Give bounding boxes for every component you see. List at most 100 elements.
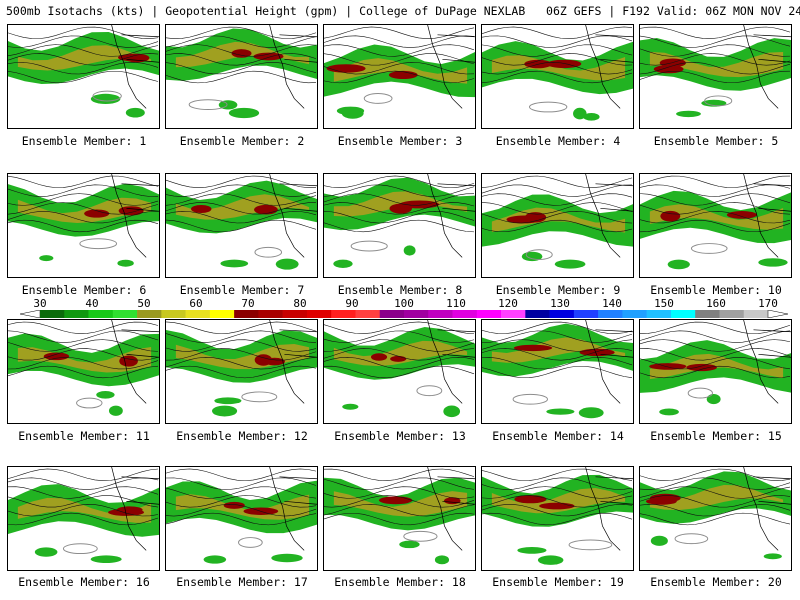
colorbar-swatch xyxy=(525,310,550,318)
gray-contour xyxy=(525,249,553,261)
geopotential-height-contour xyxy=(640,321,791,334)
geopotential-height-contour xyxy=(482,61,633,75)
geopotential-height-contour xyxy=(482,330,633,343)
ensemble-member-label: Ensemble Member: 19 xyxy=(492,575,624,589)
geopotential-height-contour xyxy=(8,175,159,188)
colorbar-tick-label: 30 xyxy=(33,297,47,310)
geopotential-height-contour xyxy=(324,62,475,75)
jet-streak-maximum xyxy=(645,498,677,505)
isotach-patch xyxy=(573,107,587,120)
geopotential-height-contour xyxy=(324,321,475,335)
jet-streak-maximum xyxy=(546,59,582,69)
ensemble-map-panel xyxy=(323,466,476,571)
gray-contour xyxy=(92,90,122,102)
geopotential-height-contour xyxy=(8,348,159,361)
isotach-patch xyxy=(443,405,461,418)
isotach-patch xyxy=(546,408,575,415)
ensemble-map-panel xyxy=(639,466,792,571)
geopotential-height-contour xyxy=(166,365,317,379)
colorbar-swatch xyxy=(137,310,162,318)
jet-stream-band xyxy=(640,38,791,91)
isotach-patch xyxy=(34,547,58,557)
geopotential-height-contour xyxy=(8,339,159,352)
ensemble-map-panel xyxy=(481,466,634,571)
isotach-patch xyxy=(90,93,121,105)
colorbar-swatch xyxy=(622,310,647,318)
coastline xyxy=(269,320,317,404)
geopotential-height-contour xyxy=(482,35,633,48)
coastline xyxy=(743,320,791,404)
geopotential-height-contour xyxy=(324,210,475,224)
geopotential-height-contour xyxy=(482,70,633,84)
isotach-patch xyxy=(521,251,543,262)
colorbar-swatch xyxy=(646,310,672,318)
geopotential-height-contour xyxy=(482,175,633,189)
gray-contour xyxy=(674,533,709,545)
geopotential-height-contour xyxy=(482,44,633,57)
coastline xyxy=(585,320,633,404)
jet-core-shading xyxy=(17,497,152,523)
ensemble-map-panel xyxy=(165,173,318,278)
geopotential-height-contour xyxy=(482,184,633,197)
ensemble-map-panel xyxy=(165,24,318,129)
geopotential-height-contour xyxy=(324,26,475,40)
coastline xyxy=(111,320,159,404)
coastline xyxy=(743,174,791,258)
geopotential-height-contour xyxy=(482,321,633,334)
ensemble-map-panel xyxy=(481,173,634,278)
coastline xyxy=(269,25,317,109)
jet-streak-maximum xyxy=(116,506,143,514)
geopotential-height-contour xyxy=(166,495,317,508)
colorbar-swatch xyxy=(719,310,745,318)
ensemble-member-label: Ensemble Member: 14 xyxy=(492,429,624,443)
coastline xyxy=(111,174,159,258)
gray-contour xyxy=(79,238,118,250)
geopotential-height-contour xyxy=(482,486,633,499)
geopotential-height-contour xyxy=(640,219,791,233)
geopotential-height-contour xyxy=(640,62,791,75)
geopotential-height-contour xyxy=(8,202,159,215)
geopotential-height-contour xyxy=(324,330,475,343)
jet-core-shading xyxy=(17,45,152,71)
geopotential-height-contour xyxy=(8,70,159,84)
isotach-patch xyxy=(214,397,242,405)
jet-streak-maximum xyxy=(378,496,413,505)
ensemble-member-label: Ensemble Member: 9 xyxy=(495,283,621,297)
geopotential-height-contour xyxy=(324,339,475,352)
colorbar-swatch xyxy=(695,310,720,318)
geopotential-height-contour xyxy=(8,330,159,343)
gray-contour xyxy=(690,243,728,254)
colorbar-right-arrow xyxy=(767,310,788,318)
isotach-patch xyxy=(228,107,260,119)
geopotential-height-contour xyxy=(166,339,317,352)
ensemble-member-label: Ensemble Member: 3 xyxy=(337,134,463,148)
colorbar-swatch xyxy=(258,310,283,318)
isotach-patch xyxy=(333,259,353,268)
ensemble-map-panel xyxy=(481,24,634,129)
geopotential-height-contour xyxy=(640,339,791,352)
geopotential-height-contour xyxy=(8,495,159,508)
colorbar-tick-label: 90 xyxy=(345,297,359,310)
geopotential-height-contour xyxy=(8,504,159,517)
gray-contour xyxy=(76,397,103,409)
jet-core-shading xyxy=(17,197,152,223)
geopotential-height-contour xyxy=(640,330,791,343)
geopotential-height-contour xyxy=(166,62,317,75)
gray-contour xyxy=(704,95,733,107)
jet-streak-maximum xyxy=(370,353,388,361)
ensemble-map-panel xyxy=(639,24,792,129)
geopotential-height-contour xyxy=(640,486,791,499)
ensemble-member-label: Ensemble Member: 6 xyxy=(21,283,147,297)
colorbar-tick-label: 100 xyxy=(394,297,414,310)
isotach-patch xyxy=(667,259,690,270)
gray-contour xyxy=(529,101,568,113)
geopotential-height-contour xyxy=(324,202,475,215)
jet-streak-maximum xyxy=(539,502,575,510)
ensemble-map-panel xyxy=(7,173,160,278)
colorbar-swatch xyxy=(598,310,623,318)
jet-streak-maximum xyxy=(649,363,687,370)
colorbar-tick-label: 170 xyxy=(758,297,778,310)
ensemble-map-panel xyxy=(639,319,792,424)
gray-contour xyxy=(254,246,283,258)
isotach-patch xyxy=(403,245,416,256)
